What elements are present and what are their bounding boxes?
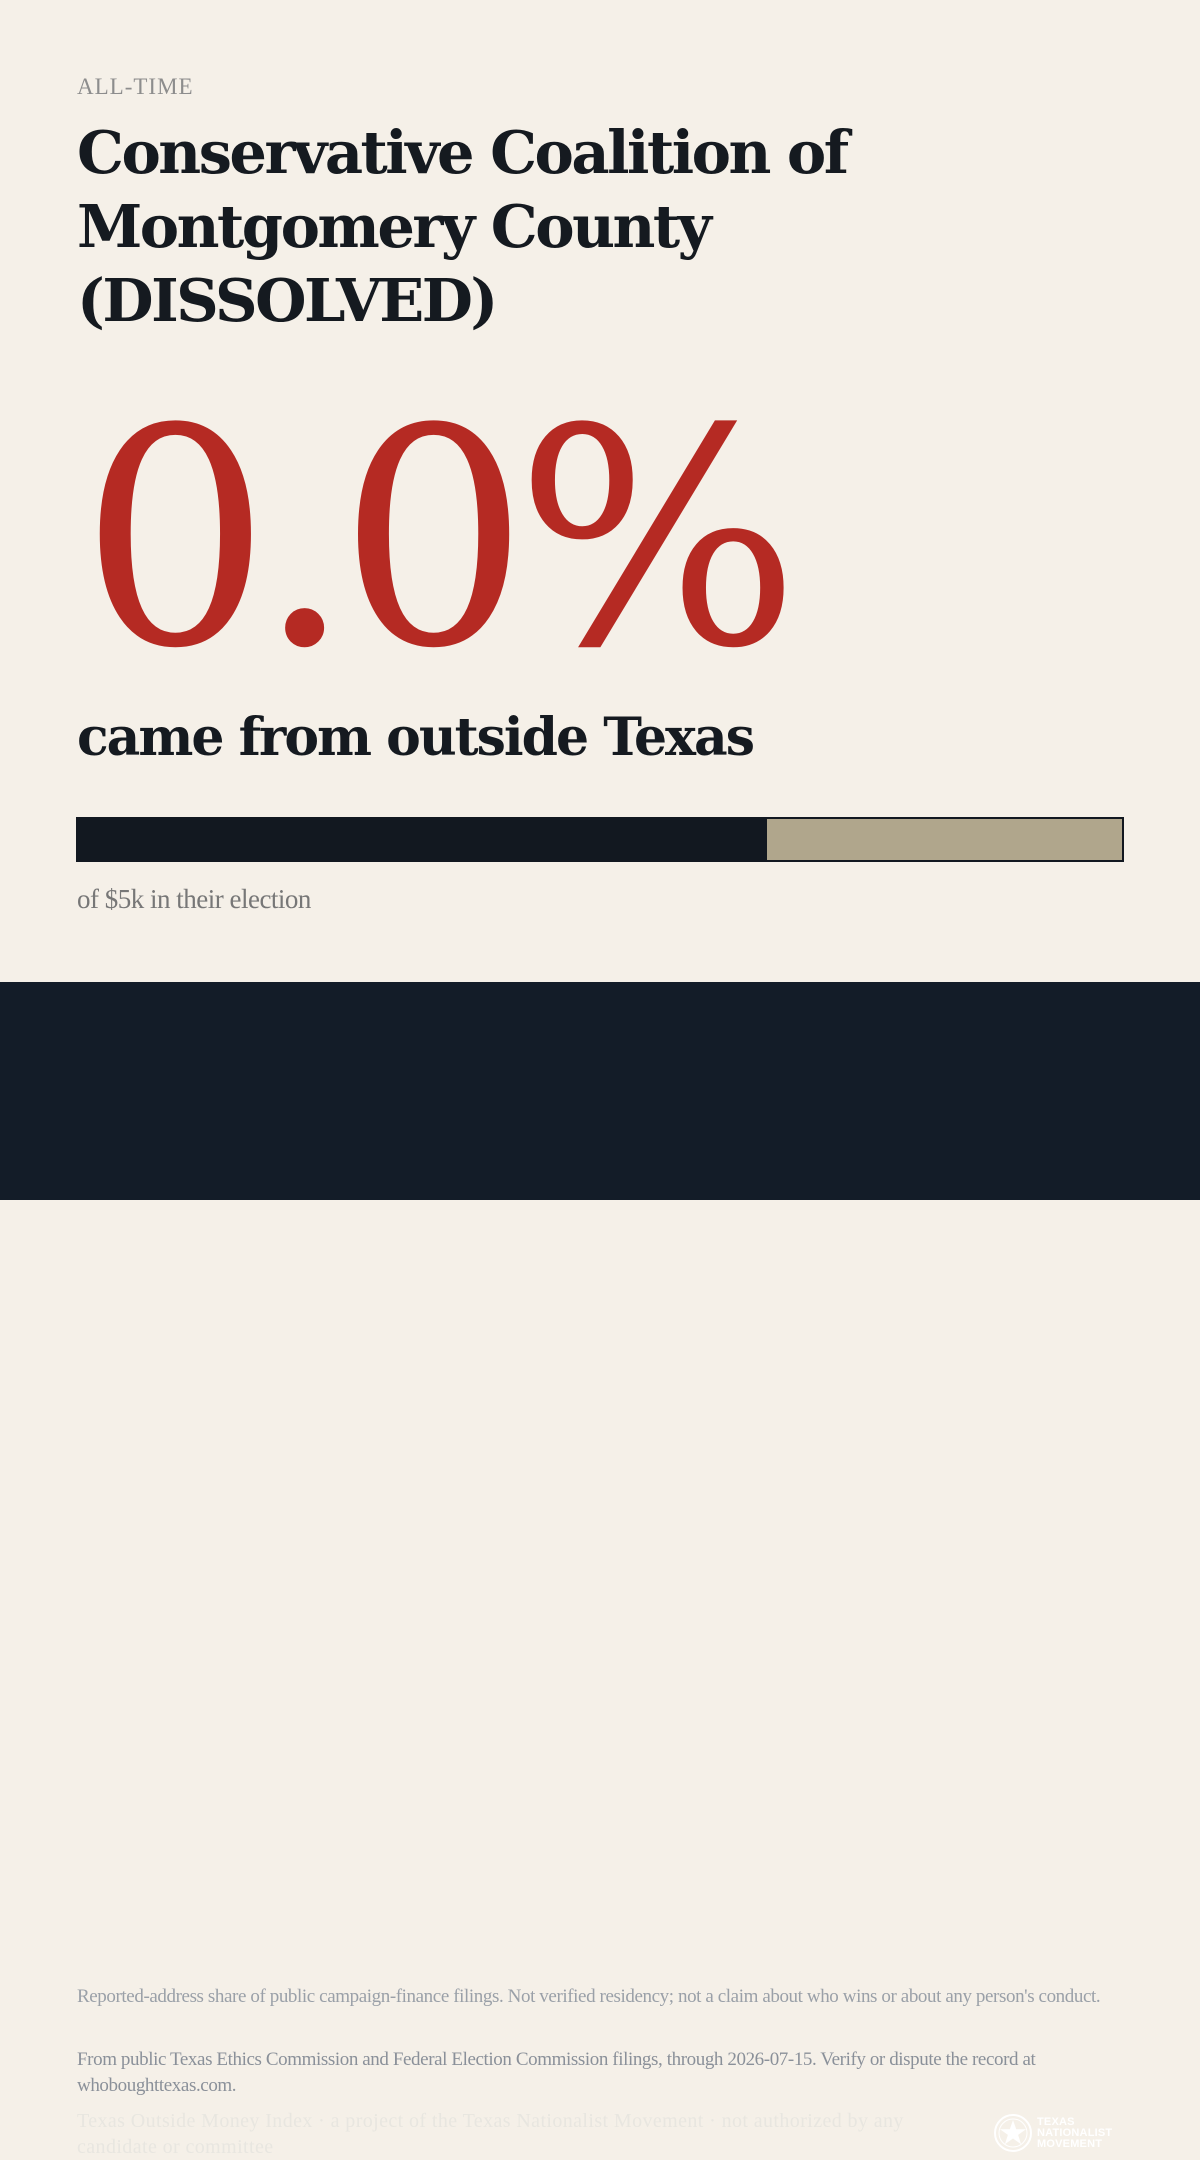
- outside-share-label: came from outside Texas: [77, 707, 755, 768]
- logo-line-2: NATIONALIST: [1037, 2126, 1113, 2139]
- data-source-note: From public Texas Ethics Commission and …: [77, 2049, 1036, 2096]
- timeframe-label: ALL-TIME: [77, 74, 194, 99]
- tnm-logo: TEXAS NATIONALIST MOVEMENT: [993, 2113, 1112, 2153]
- committee-title: Conservative Coalition of Montgomery Cou…: [77, 118, 849, 335]
- footer: Reported-address share of public campaig…: [0, 982, 1200, 2158]
- star-circle-icon: [994, 2114, 1032, 2152]
- logo-line-3: MOVEMENT: [1037, 2137, 1103, 2150]
- funding-progress-fill: [78, 819, 768, 860]
- main-panel: ALL-TIME Conservative Coalition of Montg…: [0, 0, 1200, 982]
- logo-wordmark: TEXAS NATIONALIST MOVEMENT: [1037, 2115, 1113, 2150]
- methodology-disclaimer: Reported-address share of public campaig…: [77, 1986, 1101, 2007]
- funding-progress-bar: [76, 817, 1124, 862]
- total-raised-caption: of $5k in their election: [77, 884, 311, 914]
- project-credit: Texas Outside Money Index · a project of…: [77, 2110, 904, 2158]
- outside-share-value: 0.0%: [80, 365, 800, 714]
- logo-line-1: TEXAS: [1037, 2115, 1075, 2128]
